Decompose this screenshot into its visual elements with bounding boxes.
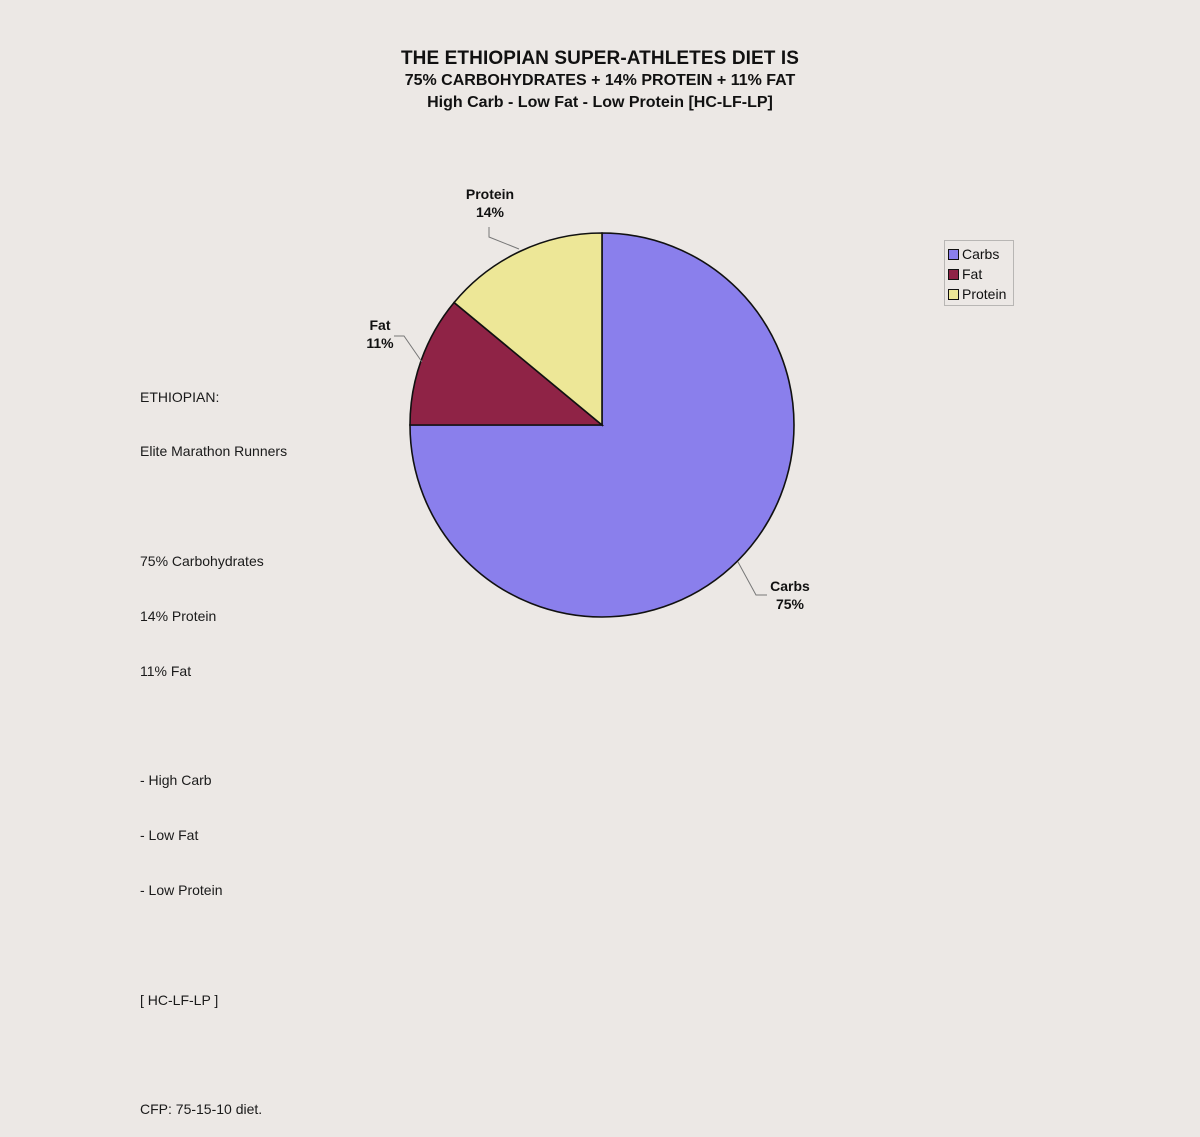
leader-line-protein <box>488 227 520 250</box>
chart-title: THE ETHIOPIAN SUPER-ATHLETES DIET IS <box>400 48 800 69</box>
legend-label-protein: Protein <box>962 286 1007 302</box>
slice-label-carbs-name: Carbs <box>770 578 810 594</box>
legend-item-fat: Fat <box>948 264 1013 284</box>
notes-macro-fat: 11% Fat <box>140 662 192 679</box>
slice-label-protein-pct: 14% <box>475 204 505 220</box>
chart-title-block: THE ETHIOPIAN SUPER-ATHLETES DIET IS 75%… <box>0 48 1200 114</box>
leader-line-carbs <box>737 561 767 596</box>
slice-label-carbs-pct: 75% <box>775 596 805 612</box>
slice-label-carbs: Carbs 75% <box>760 577 820 613</box>
pie-slice-fat <box>409 301 605 426</box>
pie-slice-carbs <box>409 232 795 618</box>
slice-label-fat-pct: 11% <box>366 335 394 351</box>
leader-line-fat <box>394 335 423 363</box>
slice-label-fat-name: Fat <box>369 317 391 333</box>
pie-slice-protein <box>452 232 603 427</box>
notes-bullet-high-carb: - High Carb <box>140 772 212 789</box>
legend-swatch-fat-icon <box>948 268 959 280</box>
legend-label-fat: Fat <box>962 266 983 282</box>
notes-cfp: CFP: 75-15-10 diet. <box>140 1100 263 1117</box>
chart-subtitle-macros: 75% CARBOHYDRATES + 14% PROTEIN + 11% FA… <box>404 72 796 89</box>
notes-bullet-low-protein: - Low Protein <box>140 882 223 899</box>
notes-heading: ETHIOPIAN: <box>140 388 220 405</box>
chart-subtitle-diet-type: High Carb - Low Fat - Low Protein [HC-LF… <box>427 94 773 111</box>
legend-swatch-protein-icon <box>948 288 959 300</box>
legend-swatch-carbs-icon <box>948 248 959 260</box>
legend-item-protein: Protein <box>948 284 1013 304</box>
legend-item-carbs: Carbs <box>948 244 1013 264</box>
notes-macro-protein: 14% Protein <box>140 607 217 624</box>
notes-macro-carbs: 75% Carbohydrates <box>140 552 264 569</box>
legend-label-carbs: Carbs <box>962 246 1000 262</box>
pie-chart <box>394 227 795 618</box>
slice-label-protein: Protein 14% <box>455 185 525 221</box>
notes-subheading: Elite Marathon Runners <box>140 443 288 460</box>
notes-code: [ HC-LF-LP ] <box>140 991 219 1008</box>
slice-label-protein-name: Protein <box>465 186 515 202</box>
slice-label-fat: Fat 11% <box>355 316 405 352</box>
chart-legend: Carbs Fat Protein <box>944 240 1014 306</box>
notes-bullet-low-fat: - Low Fat <box>140 827 199 844</box>
